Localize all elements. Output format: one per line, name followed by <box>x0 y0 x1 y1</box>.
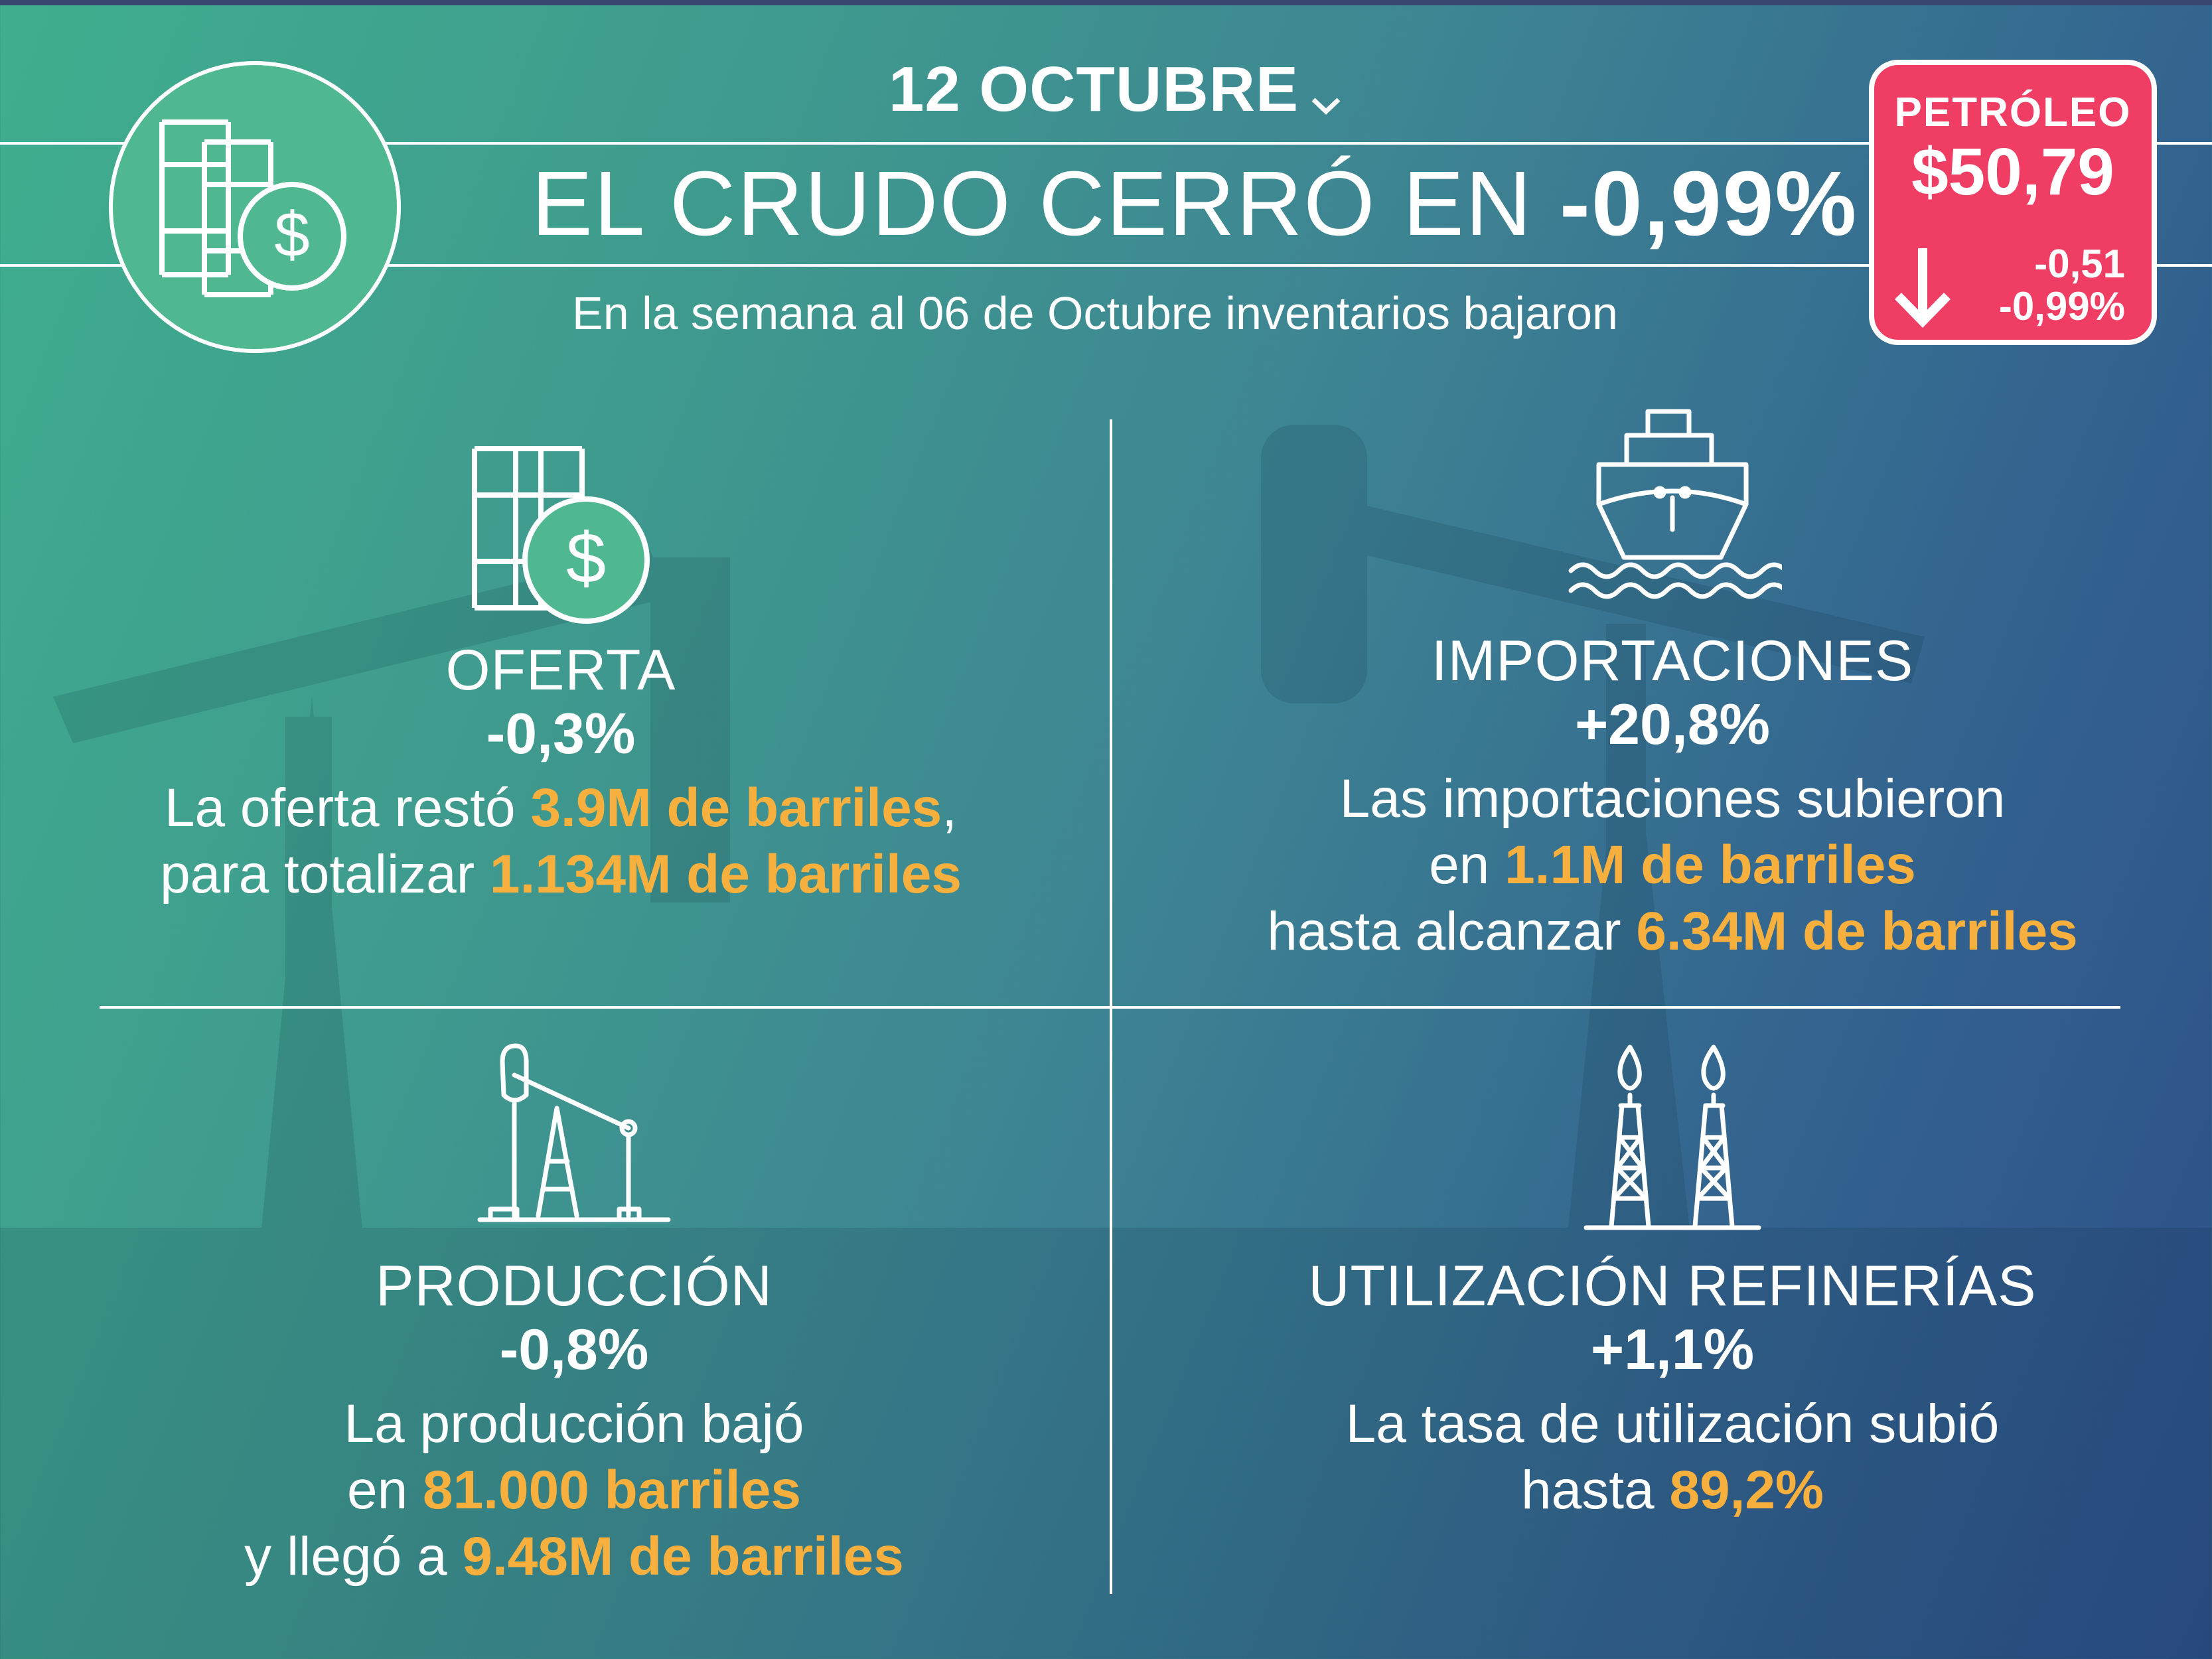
importaciones-title: IMPORTACIONES <box>1431 629 1914 693</box>
oferta-description: La oferta restó 3.9M de barriles, para t… <box>40 775 1082 908</box>
barrels-dollar-icon: $ <box>159 119 346 297</box>
quadrant-importaciones: IMPORTACIONES +20,8% Las importaciones s… <box>1128 405 2212 965</box>
header-rule-bottom <box>0 264 2212 267</box>
oferta-desc-text: , <box>942 778 958 838</box>
produccion-title: PRODUCCIÓN <box>376 1254 773 1318</box>
date-selector[interactable]: 12 OCTUBRE <box>863 53 1367 131</box>
quadrant-produccion: PRODUCCIÓN -0,8% La producción bajó en 8… <box>53 1042 1095 1590</box>
price-change-pct: -0,99% <box>1998 284 2125 328</box>
refinerias-title: UTILIZACIÓN REFINERÍAS <box>1308 1254 2037 1318</box>
oil-price-card: PETRÓLEO $50,79 -0,51 -0,99% <box>1869 60 2157 345</box>
importaciones-desc-text: en <box>1429 835 1505 895</box>
headline: EL CRUDO CERRÓ EN -0,99% <box>465 151 1925 257</box>
refinerias-desc-text: hasta <box>1521 1460 1670 1520</box>
oferta-desc-text: La oferta restó <box>164 778 531 838</box>
subtitle: En la semana al 06 de Octubre inventario… <box>572 287 1618 339</box>
produccion-desc-text: en <box>347 1460 423 1520</box>
produccion-desc-highlight: 9.48M de barriles <box>462 1526 904 1587</box>
date-label: 12 OCTUBRE <box>888 54 1299 125</box>
produccion-desc-highlight: 81.000 barriles <box>423 1460 801 1520</box>
produccion-desc-text: La producción bajó <box>344 1394 804 1454</box>
quadrant-oferta: $ OFERTA -0,3% La oferta restó 3.9M de b… <box>40 438 1082 908</box>
headline-prefix: EL CRUDO CERRÓ EN <box>531 153 1560 255</box>
importaciones-description: Las importaciones subieron en 1.1M de ba… <box>1128 766 2212 965</box>
oferta-pct: -0,3% <box>486 702 636 766</box>
price-change-abs: -0,51 <box>2034 242 2125 286</box>
price-value: $50,79 <box>1911 135 2114 209</box>
importaciones-pct: +20,8% <box>1574 693 1771 757</box>
quadrant-divider-horizontal <box>100 1006 2120 1009</box>
top-bar <box>0 0 2212 5</box>
oferta-desc-highlight: 3.9M de barriles <box>530 778 942 838</box>
oferta-title: OFERTA <box>445 638 676 702</box>
svg-text:$: $ <box>566 518 606 598</box>
produccion-pct: -0,8% <box>499 1318 649 1382</box>
refinery-towers-icon <box>1584 1045 1761 1230</box>
quadrant-refinerias: UTILIZACIÓN REFINERÍAS +1,1% La tasa de … <box>1128 1042 2212 1524</box>
svg-text:$: $ <box>274 199 309 270</box>
importaciones-desc-highlight: 6.34M de barriles <box>1636 901 2078 962</box>
oferta-desc-highlight: 1.134M de barriles <box>489 844 962 904</box>
refinerias-desc-highlight: 89,2% <box>1669 1460 1824 1520</box>
header-rule-top <box>0 142 2212 145</box>
price-label: PETRÓLEO <box>1894 90 2132 135</box>
chevron-down-icon <box>1311 58 1341 131</box>
importaciones-desc-text: hasta alcanzar <box>1267 901 1637 962</box>
barrels-dollar-icon: $ <box>472 446 650 624</box>
importaciones-desc-text: Las importaciones subieron <box>1339 768 2006 829</box>
logo-badge: $ <box>109 61 401 353</box>
importaciones-desc-highlight: 1.1M de barriles <box>1505 835 1916 895</box>
arrow-down-icon <box>1894 248 1951 328</box>
refinerias-pct: +1,1% <box>1590 1318 1755 1382</box>
produccion-desc-text: y llegó a <box>244 1526 463 1587</box>
refinerias-desc-text: La tasa de utilización subió <box>1345 1394 2000 1454</box>
ship-icon <box>1568 409 1782 599</box>
produccion-description: La producción bajó en 81.000 barriles y … <box>53 1391 1095 1590</box>
headline-value: -0,99% <box>1559 153 1858 255</box>
pumpjack-icon <box>477 1043 671 1222</box>
refinerias-description: La tasa de utilización subió hasta 89,2% <box>1128 1391 2212 1524</box>
oferta-desc-text: para totalizar <box>160 844 490 904</box>
price-change: -0,51 -0,99% <box>1999 243 2125 328</box>
